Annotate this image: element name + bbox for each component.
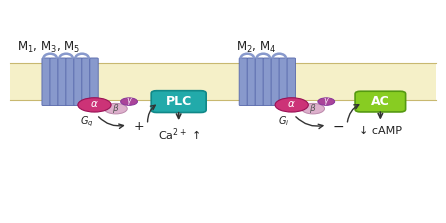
Text: $\gamma$: $\gamma$	[126, 96, 132, 107]
Bar	[10, 63, 436, 101]
FancyBboxPatch shape	[287, 58, 295, 105]
Text: ↓ cAMP: ↓ cAMP	[359, 126, 402, 136]
FancyBboxPatch shape	[50, 58, 58, 105]
FancyBboxPatch shape	[74, 58, 82, 105]
Text: Ca$^{2+}$ ↑: Ca$^{2+}$ ↑	[157, 126, 200, 143]
FancyBboxPatch shape	[90, 58, 98, 105]
FancyBboxPatch shape	[58, 58, 66, 105]
FancyBboxPatch shape	[42, 58, 50, 105]
FancyBboxPatch shape	[151, 91, 206, 112]
Text: AC: AC	[371, 95, 390, 108]
FancyBboxPatch shape	[82, 58, 90, 105]
Text: $\gamma$: $\gamma$	[323, 96, 330, 107]
FancyBboxPatch shape	[255, 58, 264, 105]
FancyBboxPatch shape	[355, 91, 405, 112]
Ellipse shape	[120, 98, 137, 105]
Text: $\beta$: $\beta$	[309, 102, 317, 115]
Text: +: +	[133, 120, 144, 133]
Text: $\alpha$: $\alpha$	[90, 99, 99, 109]
Ellipse shape	[104, 103, 127, 114]
Ellipse shape	[275, 98, 308, 112]
FancyBboxPatch shape	[66, 58, 74, 105]
FancyBboxPatch shape	[247, 58, 256, 105]
FancyBboxPatch shape	[271, 58, 280, 105]
FancyBboxPatch shape	[263, 58, 272, 105]
Text: $\beta$: $\beta$	[112, 102, 120, 115]
Ellipse shape	[301, 103, 325, 114]
Ellipse shape	[78, 98, 111, 112]
Text: G$_i$: G$_i$	[278, 114, 289, 128]
Text: $\alpha$: $\alpha$	[287, 99, 296, 109]
Text: −: −	[332, 120, 344, 134]
Ellipse shape	[318, 98, 334, 105]
FancyBboxPatch shape	[239, 58, 248, 105]
Text: M$_2$, M$_4$: M$_2$, M$_4$	[236, 40, 277, 55]
Text: G$_q$: G$_q$	[80, 114, 93, 129]
Text: PLC: PLC	[165, 95, 192, 108]
FancyBboxPatch shape	[279, 58, 288, 105]
Text: M$_1$, M$_3$, M$_5$: M$_1$, M$_3$, M$_5$	[17, 40, 80, 55]
